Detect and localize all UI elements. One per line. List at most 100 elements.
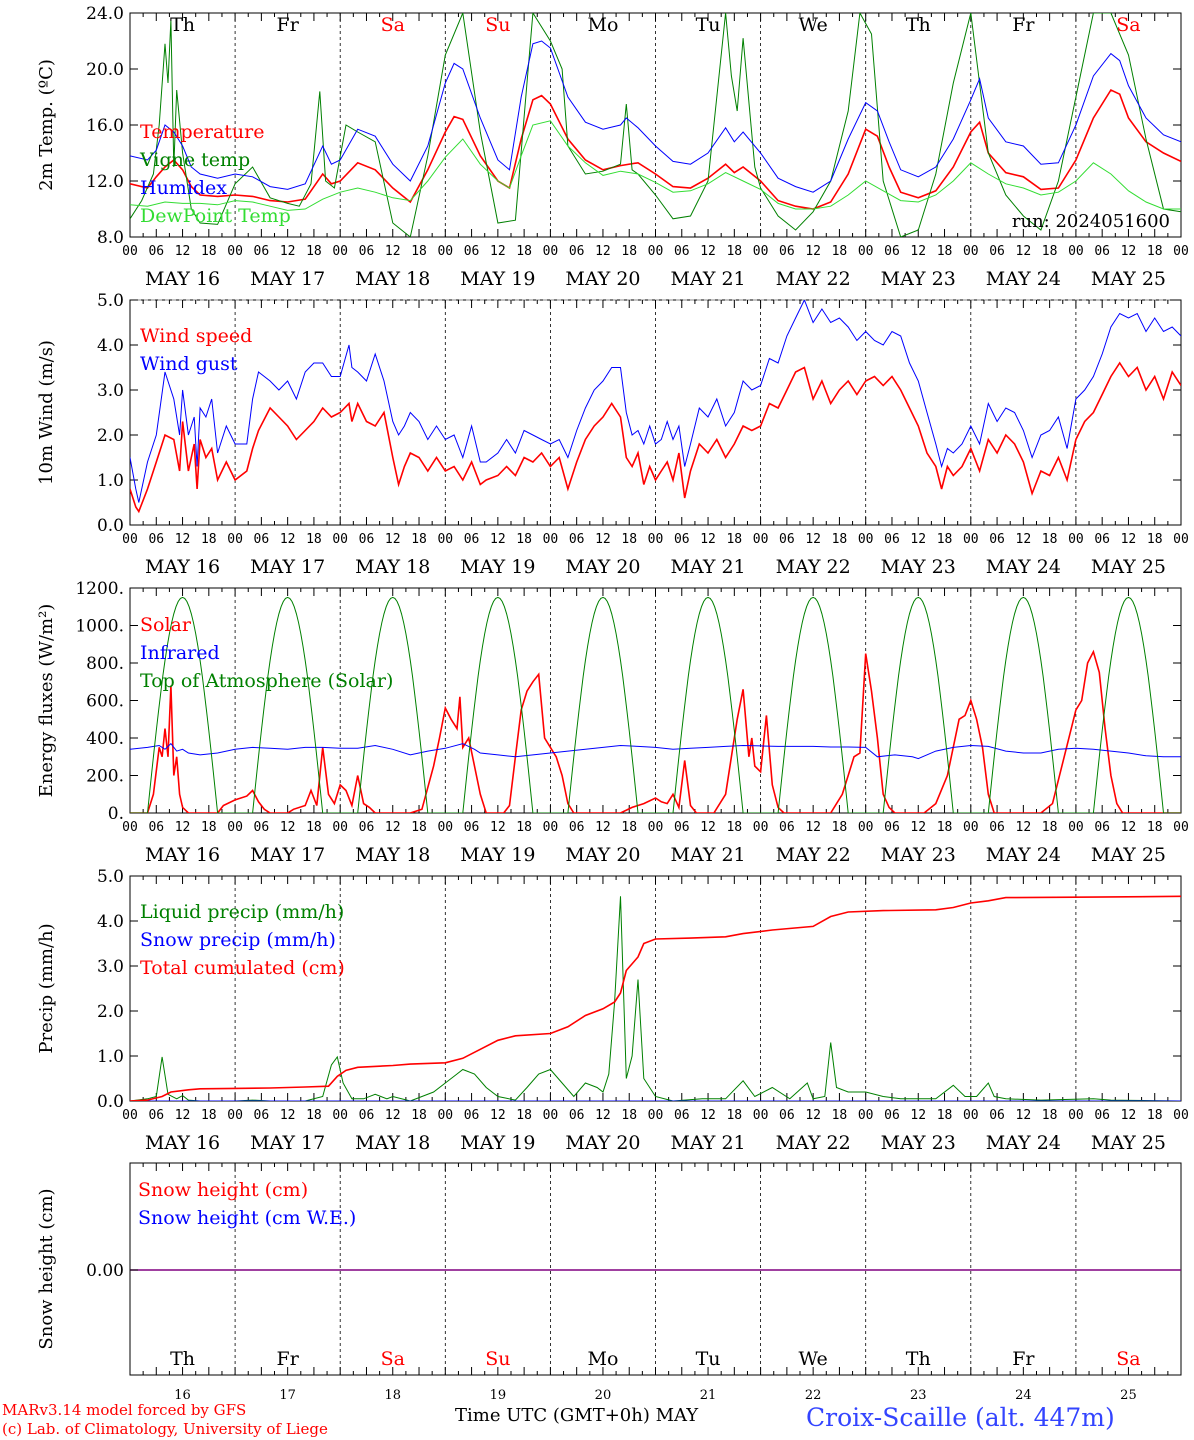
legend-entry: Wind speed <box>140 325 252 347</box>
series-line-infrared <box>130 742 1181 760</box>
weekday-label: We <box>799 1348 828 1370</box>
date-label: MAY 21 <box>670 844 745 866</box>
date-label: MAY 25 <box>1091 268 1166 290</box>
hour-tick-label: 18 <box>832 1108 848 1123</box>
weekday-label: Tu <box>696 1348 721 1370</box>
hour-tick-label: 06 <box>359 1108 375 1123</box>
hour-tick-label: 00 <box>648 1108 664 1123</box>
hour-tick-label: 18 <box>937 244 953 259</box>
hour-tick-label: 00 <box>332 532 348 547</box>
hour-tick-label: 12 <box>490 820 506 835</box>
date-label: MAY 20 <box>565 268 640 290</box>
run-annotation: run: 2024051600 <box>1012 211 1170 232</box>
series-line-solar <box>130 649 1181 813</box>
hour-tick-label: 18 <box>1042 820 1058 835</box>
hour-tick-label: 00 <box>1173 244 1189 259</box>
hour-tick-label: 06 <box>674 820 690 835</box>
footer-credit-text: (c) Lab. of Climatology, University of L… <box>2 1420 328 1438</box>
weekday-label: Fr <box>277 14 300 36</box>
hour-tick-label: 06 <box>1094 532 1110 547</box>
hour-tick-label: 00 <box>753 1108 769 1123</box>
weekday-label: Mo <box>587 1348 618 1370</box>
panel-2 <box>129 299 1182 526</box>
hour-tick-label: 00 <box>753 820 769 835</box>
hour-tick-label: 12 <box>280 532 296 547</box>
hour-tick-label: 12 <box>805 1108 821 1123</box>
legend-entry: Total cumulated (cm) <box>140 957 345 979</box>
hour-tick-label: 18 <box>201 1108 217 1123</box>
hour-tick-label: 06 <box>464 1108 480 1123</box>
legend-entry: Snow height (cm W.E.) <box>138 1207 356 1229</box>
hour-tick-label: 06 <box>884 244 900 259</box>
date-label: MAY 18 <box>355 268 430 290</box>
hour-tick-label: 12 <box>805 244 821 259</box>
y-tick-label: 0.00 <box>86 1261 124 1281</box>
date-label: MAY 19 <box>460 1132 535 1154</box>
hour-tick-label: 18 <box>1147 820 1163 835</box>
hour-tick-label: 00 <box>227 532 243 547</box>
hour-tick-label: 18 <box>726 820 742 835</box>
legend-entry: Liquid precip (mm/h) <box>140 901 344 923</box>
hour-tick-label: 06 <box>1094 244 1110 259</box>
weekday-label: Fr <box>1012 14 1035 36</box>
hour-tick-label: 00 <box>437 820 453 835</box>
hour-tick-label: 00 <box>858 532 874 547</box>
hour-tick-label: 12 <box>805 820 821 835</box>
y-axis-title: Energy fluxes (W/m²) <box>36 604 57 798</box>
date-label: MAY 20 <box>565 844 640 866</box>
hour-tick-label: 18 <box>621 820 637 835</box>
legend-entry: Top of Atmosphere (Solar) <box>140 670 393 692</box>
hour-tick-label: 12 <box>910 244 926 259</box>
date-label: MAY 24 <box>986 1132 1061 1154</box>
day-number-label: 22 <box>805 1388 822 1403</box>
y-axis-title: Precip (mm/h) <box>36 923 57 1053</box>
date-label: MAY 18 <box>355 844 430 866</box>
y-tick-label: 12.0 <box>86 172 124 192</box>
hour-tick-label: 06 <box>884 820 900 835</box>
hour-tick-label: 12 <box>280 244 296 259</box>
date-label: MAY 25 <box>1091 844 1166 866</box>
date-label: MAY 16 <box>145 268 220 290</box>
hour-tick-label: 00 <box>122 532 138 547</box>
hour-tick-label: 06 <box>569 532 585 547</box>
y-tick-label: 3.0 <box>97 957 124 977</box>
hour-tick-label: 00 <box>543 820 559 835</box>
y-tick-label: 0.0 <box>97 516 124 536</box>
hour-tick-label: 18 <box>726 1108 742 1123</box>
hour-tick-label: 06 <box>148 244 164 259</box>
legend-entry: Humidex <box>140 177 227 199</box>
hour-tick-label: 18 <box>516 1108 532 1123</box>
hour-tick-label: 12 <box>490 244 506 259</box>
hour-tick-label: 12 <box>175 820 191 835</box>
weekday-label: Tu <box>696 14 721 36</box>
date-label: MAY 19 <box>460 556 535 578</box>
hour-tick-label: 12 <box>700 1108 716 1123</box>
hour-tick-label: 06 <box>148 820 164 835</box>
hour-tick-label: 00 <box>122 1108 138 1123</box>
hour-tick-label: 06 <box>148 1108 164 1123</box>
date-label: MAY 19 <box>460 844 535 866</box>
hour-tick-label: 18 <box>411 244 427 259</box>
hour-tick-label: 06 <box>254 244 270 259</box>
series-line-total-cumulated-cm- <box>130 895 1181 1101</box>
y-tick-label: 400. <box>86 729 124 749</box>
series-line-humidex <box>130 40 1181 193</box>
hour-tick-label: 18 <box>306 532 322 547</box>
hour-tick-label: 12 <box>490 1108 506 1123</box>
y-tick-label: 200. <box>86 767 124 787</box>
hour-tick-label: 00 <box>963 244 979 259</box>
y-tick-label: 800. <box>86 654 124 674</box>
hour-tick-label: 06 <box>989 532 1005 547</box>
date-label: MAY 17 <box>250 268 325 290</box>
legend-entry: Snow height (cm) <box>138 1179 308 1201</box>
weekday-label: Sa <box>1116 1348 1140 1370</box>
date-label: MAY 19 <box>460 268 535 290</box>
hour-tick-label: 00 <box>858 244 874 259</box>
hour-tick-label: 18 <box>832 820 848 835</box>
series-line-top-of-atmosphere-solar- <box>130 596 1181 813</box>
hour-tick-label: 12 <box>595 820 611 835</box>
y-tick-label: 0. <box>108 804 124 824</box>
date-label: MAY 20 <box>565 556 640 578</box>
hour-tick-label: 06 <box>254 532 270 547</box>
